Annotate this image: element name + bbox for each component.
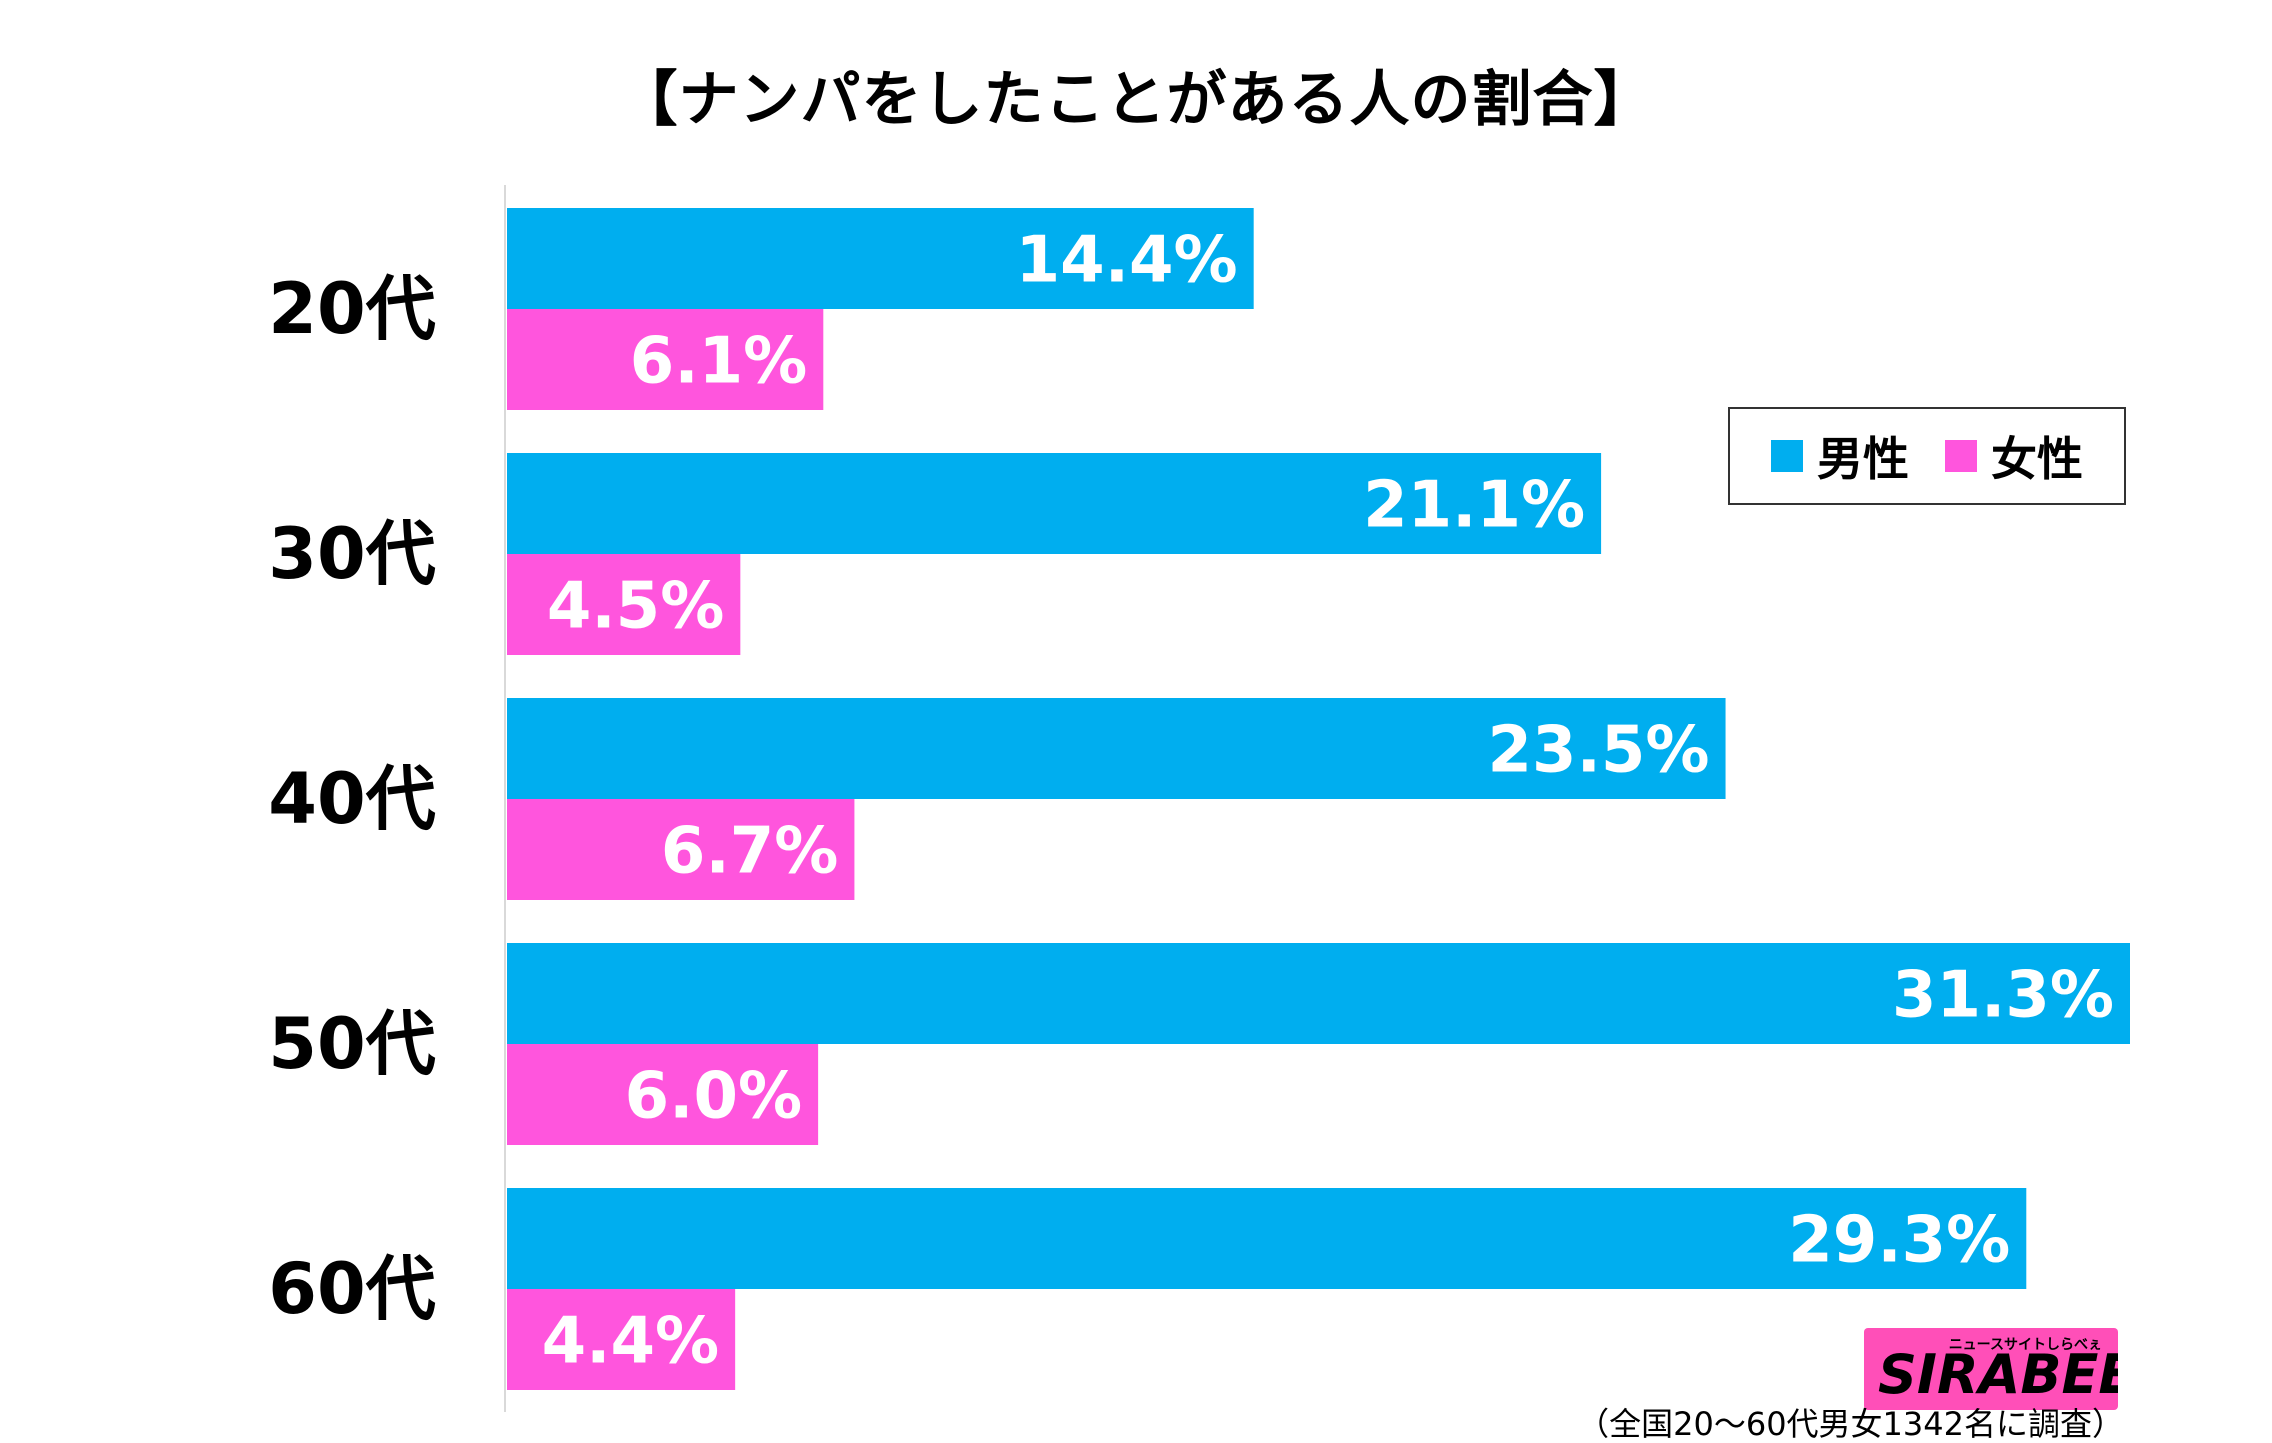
logo-brand: SIRABEE bbox=[1878, 1343, 2118, 1406]
data-label-female: 6.7% bbox=[661, 815, 839, 889]
sirabee-logo: ニュースサイトしらべぇ SIRABEE bbox=[1864, 1328, 2118, 1410]
data-label-female: 4.4% bbox=[542, 1305, 720, 1379]
data-label-male: 29.3% bbox=[1788, 1204, 2010, 1278]
bar-male bbox=[507, 1188, 2027, 1289]
legend: 男性 女性 bbox=[1728, 407, 2126, 505]
legend-item-male: 男性 bbox=[1771, 423, 1909, 489]
logo-tagline: ニュースサイトしらべぇ bbox=[1948, 1337, 2102, 1353]
category-label: 30代 bbox=[268, 513, 435, 595]
category-label: 20代 bbox=[268, 268, 435, 350]
data-label-female: 6.0% bbox=[625, 1060, 803, 1134]
legend-label-male: 男性 bbox=[1817, 432, 1909, 486]
data-label-male: 31.3% bbox=[1892, 959, 2114, 1033]
category-label: 40代 bbox=[268, 758, 435, 840]
bar-female bbox=[507, 1044, 819, 1145]
legend-item-female: 女性 bbox=[1945, 423, 2083, 489]
data-label-male: 23.5% bbox=[1488, 714, 1710, 788]
legend-swatch-male bbox=[1771, 440, 1803, 472]
bar-male bbox=[507, 698, 1726, 799]
chart-title: 【ナンパをしたことがある人の割合】 bbox=[617, 65, 1655, 135]
survey-footnote: （全国20～60代男女1342名に調査） bbox=[1577, 1405, 2124, 1443]
category-label: 50代 bbox=[268, 1003, 435, 1085]
bar-male bbox=[507, 453, 1602, 554]
legend-swatch-female bbox=[1945, 440, 1977, 472]
bar-female bbox=[507, 799, 855, 900]
bar-male bbox=[507, 943, 2130, 1044]
bar-female bbox=[507, 554, 741, 655]
data-label-male: 21.1% bbox=[1363, 469, 1585, 543]
data-label-male: 14.4% bbox=[1016, 224, 1238, 298]
category-label: 60代 bbox=[268, 1248, 435, 1330]
data-label-female: 4.5% bbox=[547, 570, 725, 644]
bar-female bbox=[507, 309, 824, 410]
bar-female bbox=[507, 1289, 736, 1390]
data-label-female: 6.1% bbox=[630, 325, 808, 399]
bar-male bbox=[507, 208, 1254, 309]
legend-label-female: 女性 bbox=[1991, 432, 2083, 486]
